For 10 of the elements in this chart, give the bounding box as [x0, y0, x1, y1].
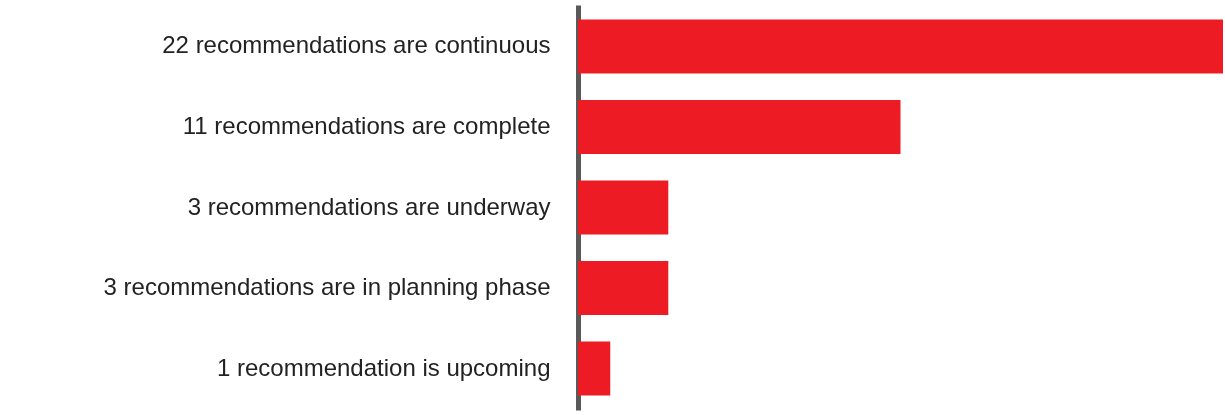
- y-tick-label: 22 recommendations are continuous: [162, 31, 551, 59]
- y-tick-label: 3 recommendations are underway: [187, 192, 551, 220]
- y-tick-label: 11 recommendations are complete: [182, 111, 551, 139]
- y-tick-label: 3 recommendations are in planning phase: [103, 273, 551, 301]
- bar: [578, 341, 611, 396]
- bar: [578, 180, 669, 235]
- bar: [578, 100, 901, 154]
- bar: [578, 261, 669, 315]
- bar: [578, 19, 1223, 74]
- y-tick-label: 1 recommendation is upcoming: [216, 353, 551, 381]
